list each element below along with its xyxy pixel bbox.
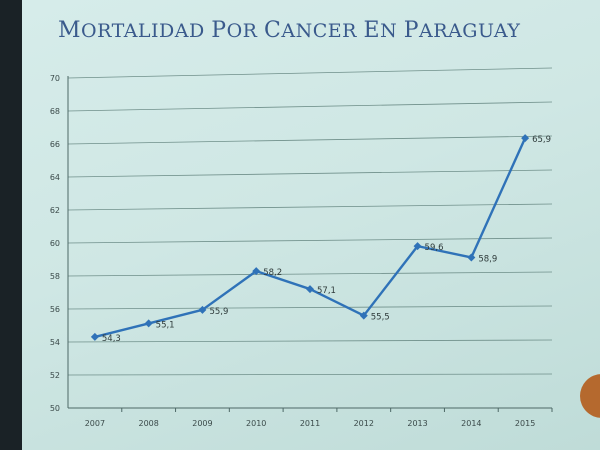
- data-labels: 54,3 55,1 55,9 58,2 57,1 55,5 59,6 58,9 65,9: [102, 135, 551, 344]
- y-tick-label: 64: [50, 173, 60, 182]
- data-label: 58,9: [478, 254, 497, 264]
- x-tick-label: 2010: [246, 419, 266, 428]
- gridline: [67, 101, 553, 112]
- y-tick-labels: 50 52 54 56 58 60 62 64 66 68 70: [50, 74, 60, 413]
- y-tick-label: 50: [50, 404, 60, 413]
- data-label: 65,9: [532, 135, 551, 145]
- data-label: 55,9: [209, 307, 228, 317]
- data-point: [413, 242, 422, 251]
- gridline: [67, 339, 553, 343]
- y-tick-label: 56: [50, 305, 60, 314]
- axes: [67, 76, 553, 412]
- x-tick-label: 2012: [354, 419, 374, 428]
- chart-title: MORTALIDAD POR CANCER EN PARAGUAY: [58, 18, 521, 43]
- data-point: [467, 253, 476, 262]
- y-tick-label: 66: [50, 140, 60, 149]
- y-tick-label: 52: [50, 371, 60, 380]
- data-label: 55,1: [156, 320, 175, 330]
- gridline: [67, 305, 553, 310]
- y-tick-label: 70: [50, 74, 60, 83]
- x-tick-label: 2015: [515, 419, 535, 428]
- x-tick-label: 2013: [407, 419, 427, 428]
- gridline: [67, 203, 553, 211]
- data-label: 58,2: [263, 268, 282, 278]
- data-point: [359, 311, 368, 320]
- x-tick-labels: 2007 2008 2009 2010 2011 2012 2013 2014 2015: [85, 419, 536, 428]
- data-point: [252, 267, 261, 276]
- data-point: [306, 285, 314, 294]
- y-tick-label: 60: [50, 239, 60, 248]
- gridline: [67, 169, 553, 178]
- gridline: [67, 271, 553, 277]
- series: [90, 134, 530, 341]
- x-tick-label: 2011: [300, 419, 320, 428]
- data-point: [90, 332, 99, 341]
- data-point: [198, 305, 207, 314]
- x-tick-label: 2007: [85, 419, 105, 428]
- gridline: [67, 237, 553, 244]
- y-tick-label: 68: [50, 107, 60, 116]
- data-label: 59,6: [425, 243, 444, 253]
- x-tick-label: 2014: [461, 419, 481, 428]
- data-point: [521, 134, 530, 143]
- y-tick-label: 62: [50, 206, 60, 215]
- gridline: [67, 373, 553, 376]
- data-label: 57,1: [317, 286, 336, 296]
- data-label: 54,3: [102, 334, 121, 344]
- data-point: [144, 319, 153, 328]
- data-label: 55,5: [371, 313, 390, 323]
- x-tick-label: 2008: [138, 419, 158, 428]
- gridline: [67, 67, 553, 79]
- gridline: [67, 135, 553, 145]
- y-tick-label: 58: [50, 272, 60, 281]
- x-tick-label: 2009: [192, 419, 212, 428]
- y-tick-label: 54: [50, 338, 60, 347]
- orange-sticker: [580, 374, 600, 418]
